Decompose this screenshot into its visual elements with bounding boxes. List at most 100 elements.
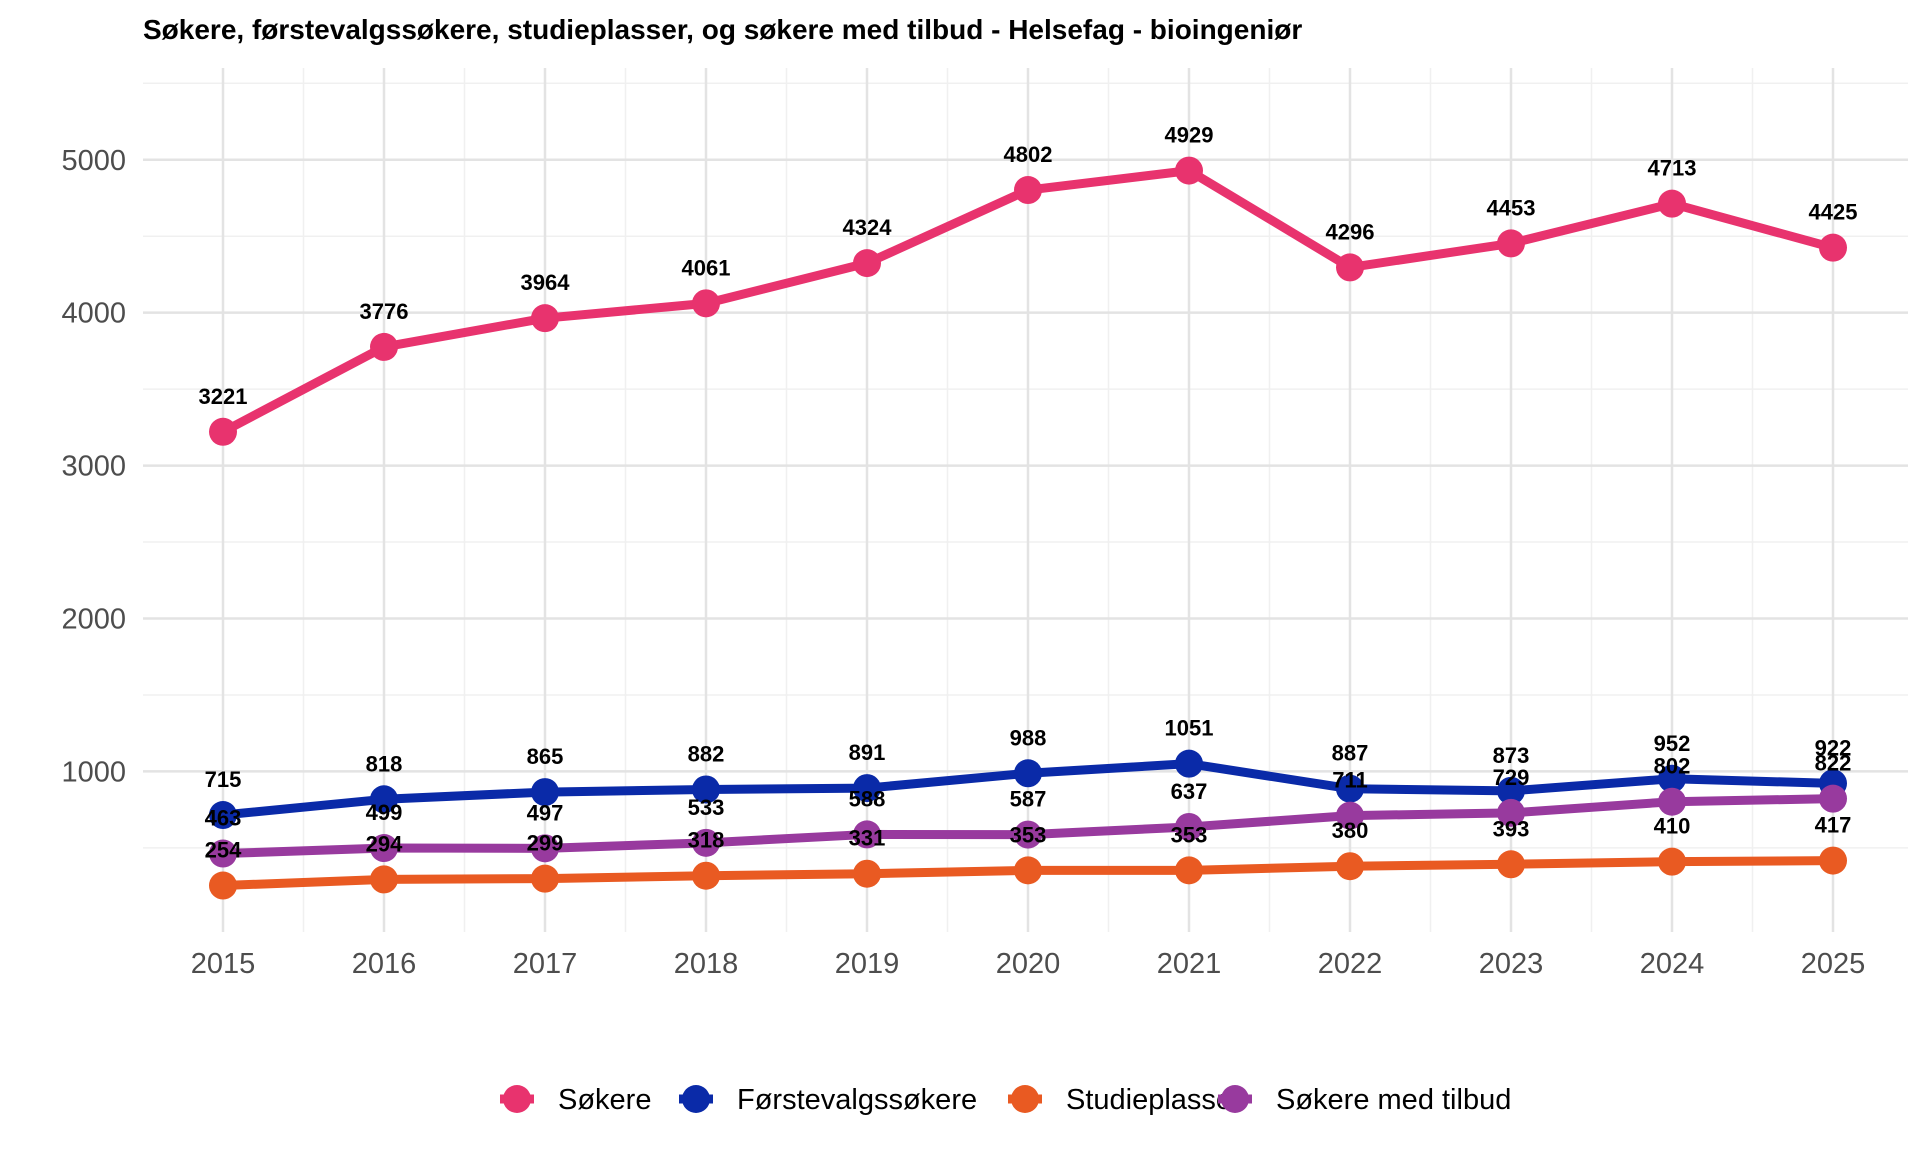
data-label: 533 <box>688 795 725 820</box>
data-label: 637 <box>1171 779 1208 804</box>
data-label: 711 <box>1332 768 1368 793</box>
legend-label: Førstevalgssøkere <box>737 1084 977 1116</box>
data-point <box>1175 812 1203 841</box>
data-label: 353 <box>1010 822 1047 847</box>
y-tick-label: 5000 <box>61 145 126 177</box>
data-label: 393 <box>1493 816 1530 841</box>
data-label: 4425 <box>1809 200 1858 225</box>
chart-title: Søkere, førstevalgssøkere, studieplasser… <box>143 14 1303 45</box>
legend-label: Søkere <box>558 1084 651 1116</box>
data-label: 588 <box>849 786 886 811</box>
legend-key-marker <box>1011 1085 1039 1113</box>
data-point <box>853 859 881 888</box>
data-point <box>692 828 720 857</box>
series-lines <box>209 156 1847 900</box>
y-tick-label: 1000 <box>61 756 126 788</box>
data-point <box>1658 787 1686 816</box>
data-point <box>692 289 720 318</box>
x-tick-label: 2019 <box>835 948 900 980</box>
data-label: 1051 <box>1165 716 1214 741</box>
data-point <box>370 865 398 894</box>
data-label: 891 <box>849 740 886 765</box>
data-label: 463 <box>205 806 242 831</box>
data-point <box>531 834 559 863</box>
data-point <box>370 785 398 814</box>
data-point <box>1497 850 1525 879</box>
data-point <box>531 778 559 807</box>
data-point <box>1658 847 1686 876</box>
data-point <box>209 871 237 900</box>
data-label: 318 <box>688 828 725 853</box>
data-point <box>1014 759 1042 788</box>
data-label: 587 <box>1010 787 1047 812</box>
data-point <box>1658 764 1686 793</box>
data-point <box>853 249 881 278</box>
legend-key-marker <box>682 1085 710 1113</box>
x-tick-label: 2024 <box>1640 948 1705 980</box>
data-point <box>1014 856 1042 885</box>
data-point <box>1014 176 1042 205</box>
x-tick-label: 2023 <box>1479 948 1544 980</box>
data-point <box>209 839 237 868</box>
data-label: 715 <box>205 767 242 792</box>
data-point <box>1819 846 1847 875</box>
data-point <box>1014 820 1042 849</box>
data-point <box>1497 776 1525 805</box>
data-point <box>853 820 881 849</box>
data-label: 952 <box>1654 731 1691 756</box>
data-label: 4324 <box>843 215 893 240</box>
axis-ticks: 1000 2000 3000 4000 5000 2015 2016 2017 2018 2019… <box>61 145 1865 980</box>
data-label: 887 <box>1332 741 1369 766</box>
data-label: 3964 <box>521 270 571 295</box>
data-label: 417 <box>1815 813 1852 838</box>
data-label: 410 <box>1654 814 1691 839</box>
x-tick-label: 2022 <box>1318 948 1383 980</box>
data-point <box>370 332 398 361</box>
data-point <box>370 834 398 863</box>
data-label: 818 <box>366 751 403 776</box>
x-tick-label: 2025 <box>1801 948 1866 980</box>
data-label: 4061 <box>682 255 731 280</box>
data-point <box>1175 749 1203 778</box>
data-point <box>1336 801 1364 830</box>
data-point <box>1497 229 1525 258</box>
data-label: 822 <box>1815 751 1852 776</box>
data-label: 380 <box>1332 818 1369 843</box>
data-label: 729 <box>1493 765 1530 790</box>
data-label: 4453 <box>1487 195 1536 220</box>
data-point <box>1497 798 1525 827</box>
data-label: 353 <box>1171 822 1208 847</box>
data-label: 331 <box>849 826 886 851</box>
y-tick-label: 3000 <box>61 451 126 483</box>
data-label: 4802 <box>1004 142 1053 167</box>
data-point <box>692 861 720 890</box>
legend: Søkere Førstevalgssøkere Studieplasser Søke… <box>500 1084 1511 1116</box>
x-tick-label: 2017 <box>513 948 578 980</box>
x-tick-label: 2018 <box>674 948 739 980</box>
legend-label: Studieplasser <box>1066 1084 1242 1116</box>
x-tick-label: 2021 <box>1157 948 1222 980</box>
data-label: 497 <box>527 800 564 825</box>
data-point <box>209 801 237 830</box>
data-point <box>1658 189 1686 218</box>
data-point <box>1336 852 1364 881</box>
legend-key-marker <box>503 1085 531 1113</box>
x-tick-label: 2016 <box>352 948 417 980</box>
data-label: 988 <box>1010 725 1047 750</box>
data-label: 4929 <box>1165 123 1214 148</box>
data-label: 254 <box>205 838 242 863</box>
data-label: 499 <box>366 800 403 825</box>
data-point <box>531 864 559 893</box>
y-tick-label: 4000 <box>61 298 126 330</box>
y-tick-label: 2000 <box>61 604 126 636</box>
legend-key-marker <box>1221 1085 1249 1113</box>
data-point <box>1175 156 1203 185</box>
x-tick-label: 2015 <box>191 948 256 980</box>
data-point <box>1175 856 1203 885</box>
data-label: 3776 <box>360 299 409 324</box>
legend-label: Søkere med tilbud <box>1276 1084 1511 1116</box>
data-point <box>853 774 881 803</box>
data-label: 294 <box>366 831 403 856</box>
